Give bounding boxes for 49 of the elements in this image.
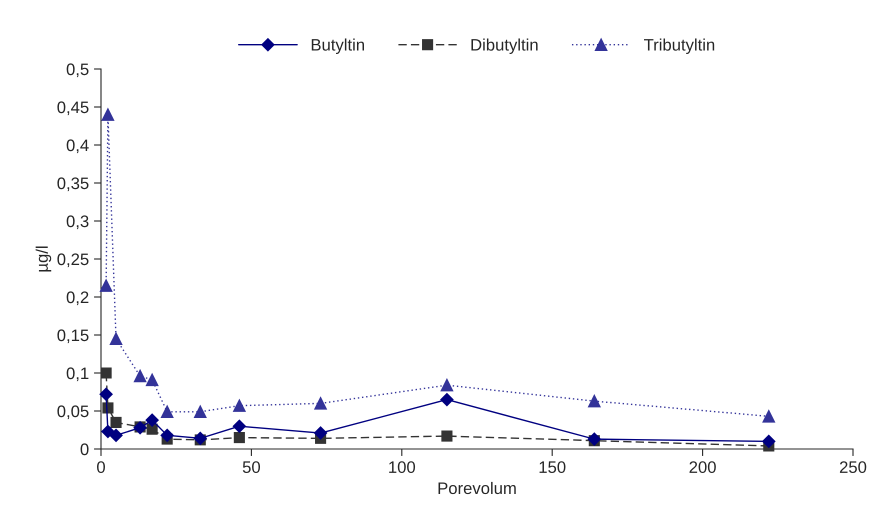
x-tick-label: 50 [242,461,260,474]
point [109,428,123,442]
point [134,370,146,382]
y-tick-label: 0,15 [57,329,88,344]
y-tick-label: 0,2 [66,291,88,306]
point [110,332,122,346]
x-tick-label: 100 [389,461,416,474]
point [440,393,454,406]
x-axis-title: Porevolum [438,482,516,494]
y-tick-label: 0,3 [66,215,88,230]
point [234,432,245,444]
y-tick-label: 0,5 [66,63,88,78]
point [146,374,158,386]
x-tick-label: 150 [540,461,566,474]
x-tick-label: 0 [97,461,105,474]
point [100,279,112,292]
point [314,397,327,410]
point [588,394,601,408]
y-tick-label: 0,1 [66,367,88,382]
x-tick-label: 200 [690,461,716,474]
point [194,406,207,418]
legend-label: Tributyltin [644,38,714,54]
point [194,432,207,445]
y-tick-label: 0,05 [57,405,88,420]
point [588,432,601,446]
y-tick-label: 0 [80,443,89,456]
y-tick-label: 0,35 [57,177,88,192]
point [441,430,452,442]
point [100,367,112,379]
y-tick-label: 0,45 [57,101,88,116]
point [100,388,113,401]
point [762,434,776,448]
legend-label: Dibutyltin [471,38,538,54]
legend-label: Butyltin [312,38,364,54]
point [146,414,159,427]
point [232,420,246,433]
point [102,108,114,121]
point [233,399,246,412]
point [440,378,454,392]
point [160,428,174,442]
y-axis-title: µg/l [36,246,52,272]
y-tick-label: 0,4 [66,139,89,154]
point [146,424,158,435]
point [762,410,776,423]
y-tick-label: 0,25 [57,253,88,268]
point [314,426,328,440]
point [110,416,122,428]
x-tick-label: 250 [840,461,866,474]
point [160,406,174,418]
